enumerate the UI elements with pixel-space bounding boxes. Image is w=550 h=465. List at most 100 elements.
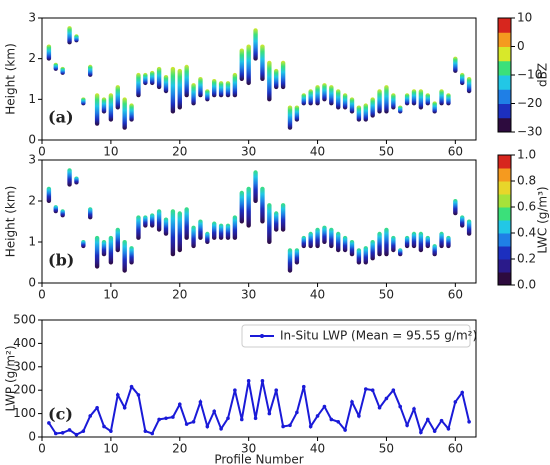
x-tick-label: 0 (38, 145, 46, 159)
lwp-point (212, 409, 217, 414)
lwp-point (136, 393, 141, 397)
profile-column (370, 240, 375, 261)
colorbar-tick-label: 0.4 (517, 226, 536, 240)
profile-column (411, 89, 417, 106)
x-tick-label: 10 (103, 145, 118, 159)
y-tick-label: 3 (28, 11, 36, 25)
lwp-point (370, 388, 375, 393)
colorbar-bin (498, 60, 511, 76)
lwp-point (95, 405, 99, 410)
lwp-point (288, 423, 292, 428)
legend-label: In-Situ LWP (Mean = 95.55 g/m²) (280, 329, 477, 343)
profile-column (322, 225, 327, 244)
x-tick-label: 10 (103, 442, 118, 456)
profile-column (446, 235, 451, 249)
lwp-point (377, 405, 382, 410)
profile-column (115, 85, 120, 110)
profile-column (246, 44, 251, 86)
y-tick-label: 2 (28, 194, 36, 208)
profile-column (349, 97, 355, 114)
colorbar-label: dBZ (536, 63, 550, 87)
lwp-point (191, 419, 196, 424)
profile-column (280, 203, 286, 232)
lwp-point (391, 388, 396, 393)
x-tick-label: 0 (38, 442, 46, 456)
profile-column (60, 66, 65, 75)
profile-column (315, 85, 320, 106)
profile-column (198, 219, 203, 240)
profile-column (60, 209, 65, 218)
lwp-point (446, 427, 451, 431)
profile-column (329, 85, 334, 106)
profile-column (170, 209, 176, 257)
lwp-point (467, 419, 471, 424)
lwp-point (67, 428, 72, 432)
profile-column (370, 97, 375, 118)
profile-column (101, 240, 107, 257)
profile-column (342, 235, 348, 253)
lwp-point (122, 405, 127, 410)
profile-column (384, 85, 389, 114)
colorbar-bin (498, 246, 511, 260)
profile-column (274, 211, 279, 232)
profile-column (391, 235, 396, 253)
x-tick-label: 20 (172, 288, 187, 302)
profile-column (94, 93, 100, 126)
colorbar-tick-label: −30 (517, 125, 542, 139)
colorbar-bin (498, 18, 511, 33)
x-axis-label: Profile Number (214, 453, 303, 465)
profile-column (143, 72, 148, 86)
profile-column (108, 235, 114, 265)
lwp-point (295, 410, 299, 415)
profile-column (232, 72, 238, 98)
profile-column (377, 231, 382, 257)
profile-column (136, 215, 141, 240)
profile-column (418, 231, 424, 253)
profile-column (232, 215, 238, 240)
y-tick-label: 500 (13, 313, 36, 327)
profile-column (46, 186, 52, 203)
lwp-point (308, 424, 313, 429)
profile-column (150, 213, 155, 228)
colorbar-bin (498, 233, 511, 247)
profile-column (294, 105, 300, 122)
lwp-point (453, 400, 458, 404)
lwp-point (398, 404, 403, 409)
lwp-point (53, 431, 58, 436)
profile-column (356, 105, 362, 122)
colorbar-bin (498, 259, 511, 273)
lwp-point (164, 416, 168, 421)
x-tick-label: 50 (379, 145, 394, 159)
colorbar-bin (498, 220, 511, 234)
profile-column (287, 248, 293, 273)
profile-column (74, 34, 79, 43)
lwp-point (412, 407, 416, 411)
profile-column (177, 68, 182, 110)
colorbar-tick-label: 1.0 (517, 148, 536, 162)
profile-column (280, 60, 286, 90)
x-tick-label: 30 (241, 442, 256, 456)
x-tick-label: 0 (38, 288, 46, 302)
lwp-point (432, 429, 437, 433)
profile-column (53, 62, 58, 71)
y-tick-label: 200 (13, 383, 36, 397)
profile-column (246, 186, 251, 228)
profile-column (377, 89, 382, 114)
profile-column (404, 235, 410, 249)
x-tick-label: 30 (241, 288, 256, 302)
lwp-point (205, 424, 210, 429)
lwp-line (48, 380, 471, 436)
profile-column (67, 168, 72, 187)
lwp-point (198, 400, 203, 404)
profile-column (267, 203, 272, 244)
colorbar-bin (498, 89, 511, 104)
colorbar-bin (498, 272, 511, 286)
profile-column (94, 235, 100, 269)
profile-column (115, 227, 120, 253)
profile-column (122, 97, 127, 130)
profile-column (177, 211, 182, 253)
profile-column (439, 89, 444, 106)
profile-column (212, 79, 217, 98)
colorbar-bin (498, 32, 511, 47)
profile-column (88, 207, 93, 220)
